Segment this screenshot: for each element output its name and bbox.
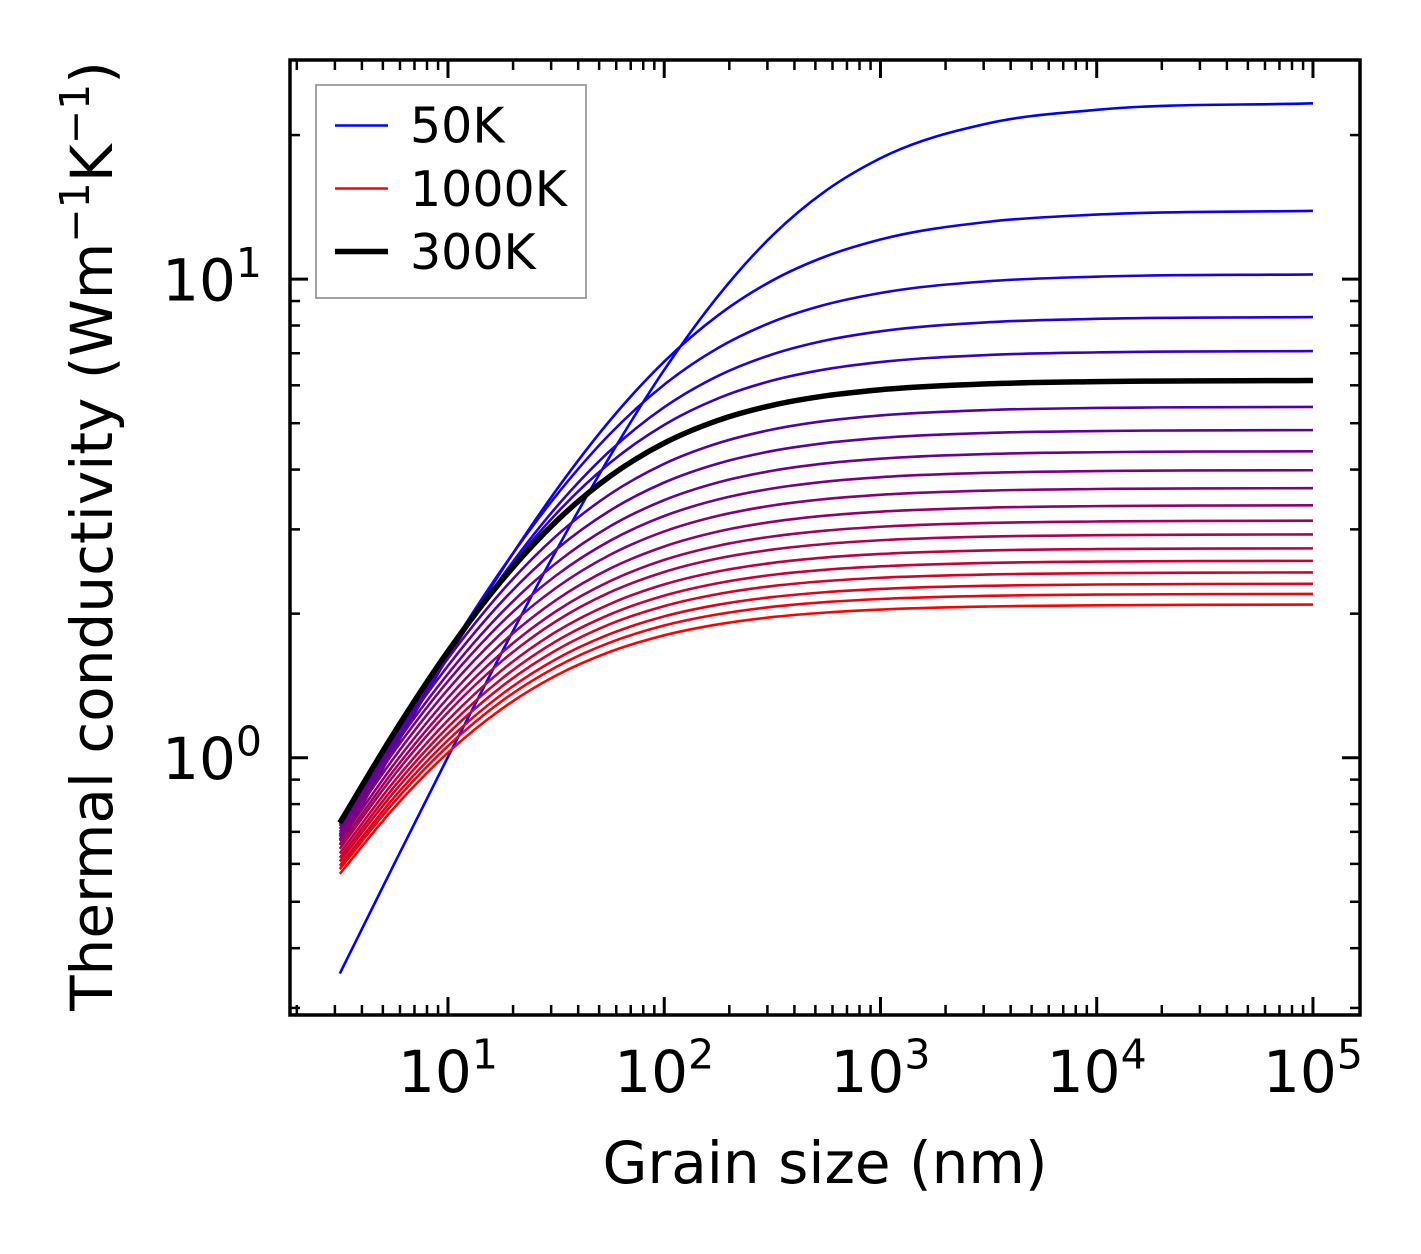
series-line-800k [338,559,1313,859]
x-axis-label: Grain size (nm) [602,1129,1047,1197]
series-line-400k [338,428,1313,827]
legend: 50K 1000K 300K [315,84,587,299]
x-tick-label-base: 10 [1263,1038,1337,1106]
series-line-850k [338,571,1313,863]
x-tick-label: 101 [398,1031,498,1107]
x-tick-label-exponent: 2 [688,1031,714,1079]
x-tick-label-base: 10 [1047,1038,1121,1106]
legend-entry-300k: 300K [335,224,538,281]
y-axis-label-part: Thermal conductivity (Wm [58,243,126,1012]
y-axis-label-part: K [58,142,126,182]
x-tick-label-base: 10 [398,1038,472,1106]
x-tick-label: 104 [1047,1031,1147,1107]
y-axis-label-superscript: −1 [51,182,99,242]
y-axis-label-superscript: −1 [51,84,99,144]
legend-entry-1000k: 1000K [335,161,569,218]
series-line-700k [338,533,1313,850]
series-line-300k-highlight [337,377,1313,825]
x-tick-label-exponent: 4 [1121,1031,1147,1079]
axes-frame [288,58,1362,1017]
legend-label-300k: 300K [410,224,538,281]
x-tick-label: 105 [1263,1031,1363,1107]
series-line-600k [338,504,1313,842]
series-line-900k [338,582,1313,867]
series-line-650k [338,519,1313,846]
y-tick-label-base: 10 [162,725,236,793]
y-tick-label: 101 [162,239,262,315]
legend-label-1000k: 1000K [410,161,569,218]
x-tick-label-base: 10 [831,1038,905,1106]
legend-label-50k: 50K [410,98,506,155]
x-tick-label: 102 [614,1031,714,1107]
series-line-950k [338,592,1313,870]
series-layer [337,102,1314,975]
x-tick-label-exponent: 1 [472,1031,498,1079]
series-line-500k [338,468,1313,833]
y-tick-label-base: 10 [162,247,236,315]
series-line-350k [338,405,1313,825]
y-tick-label-exponent: 1 [236,239,262,287]
x-tick-label: 103 [831,1031,931,1107]
x-tick-label-base: 10 [614,1038,688,1106]
y-tick-label: 100 [162,718,262,794]
series-line-1000k [338,603,1313,875]
series-line-750k [338,547,1313,855]
legend-frame [315,84,587,299]
x-tick-label-exponent: 3 [904,1031,930,1079]
series-line-450k [338,450,1313,830]
series-line-550k [338,486,1313,837]
y-axis-label: Thermal conductivity (Wm−1K−1) [51,61,126,1012]
y-axis-label-part: ) [58,61,126,84]
x-tick-label-exponent: 5 [1337,1031,1363,1079]
legend-entry-50k: 50K [335,98,506,155]
y-tick-label-exponent: 0 [236,718,262,766]
